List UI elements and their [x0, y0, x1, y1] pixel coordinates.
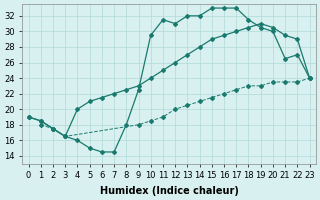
X-axis label: Humidex (Indice chaleur): Humidex (Indice chaleur) — [100, 186, 238, 196]
